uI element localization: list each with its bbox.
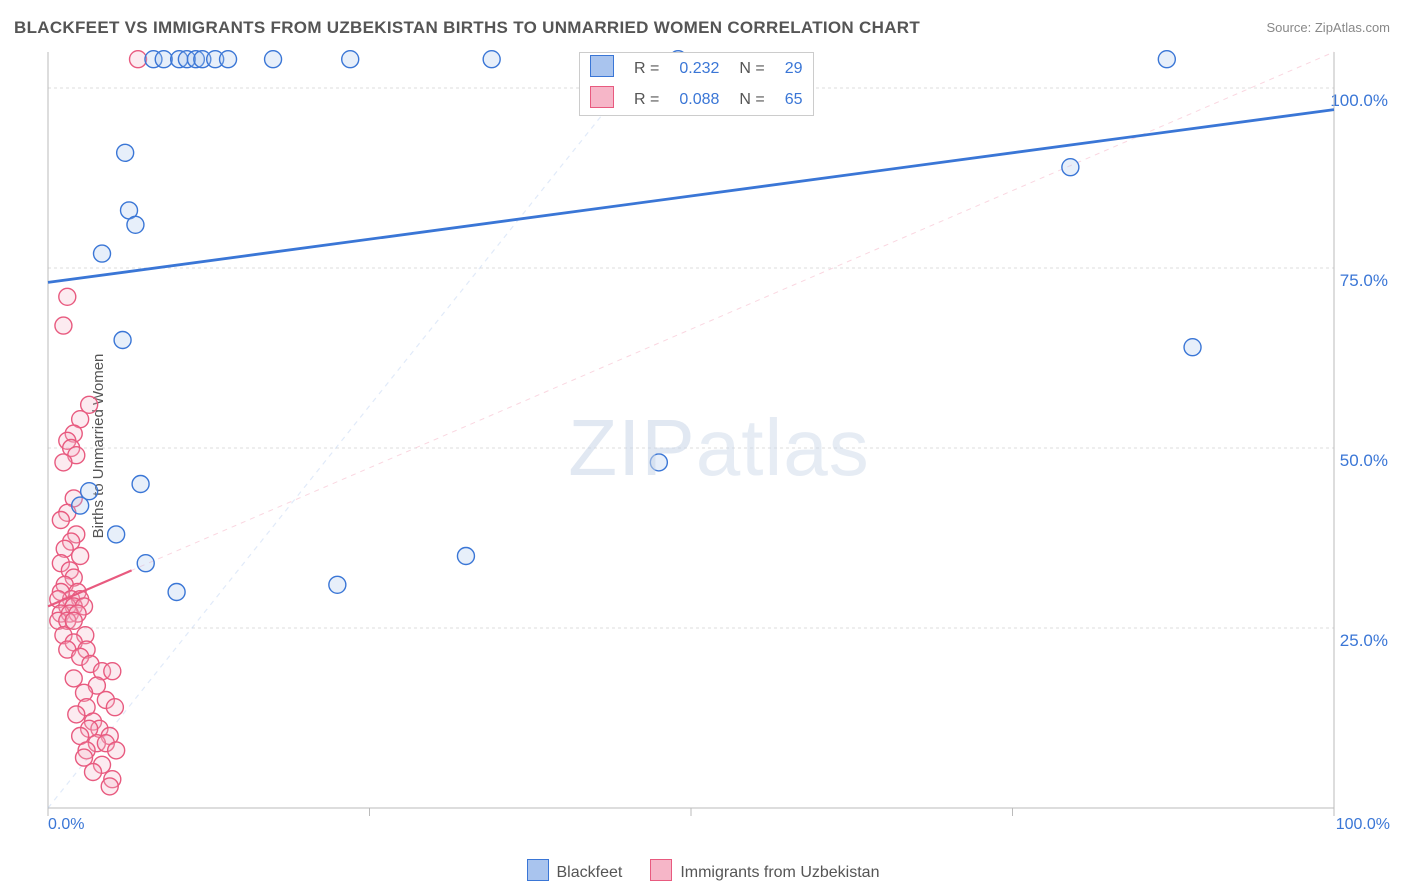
legend-n-label: N =	[729, 84, 774, 116]
legend-r-value: 0.232	[669, 53, 729, 85]
correlation-legend: R =0.232N =29R =0.088N =65	[579, 52, 814, 116]
legend-swatch	[590, 55, 614, 77]
legend-row: R =0.232N =29	[580, 53, 814, 85]
legend-n-label: N =	[729, 53, 774, 85]
source-label: Source: ZipAtlas.com	[1266, 20, 1390, 35]
chart-container: BLACKFEET VS IMMIGRANTS FROM UZBEKISTAN …	[0, 0, 1406, 892]
legend-r-label: R =	[624, 84, 669, 116]
legend-r-value: 0.088	[669, 84, 729, 116]
legend-swatch	[650, 859, 672, 881]
legend-label: Blackfeet	[557, 864, 623, 881]
svg-text:50.0%: 50.0%	[1340, 451, 1388, 470]
chart-svg: 25.0% 50.0% 75.0% 100.0%	[44, 48, 1394, 848]
legend-r-label: R =	[624, 53, 669, 85]
legend-n-value: 29	[775, 53, 813, 85]
plot-area: 25.0%50.0%75.0%100.0% ZIPatlas R =0.232N…	[44, 48, 1394, 848]
x-axis-max-label: 100.0%	[1336, 816, 1390, 834]
legend-swatch	[590, 86, 614, 108]
svg-text:75.0%: 75.0%	[1340, 271, 1388, 290]
legend-label: Immigrants from Uzbekistan	[680, 864, 879, 881]
legend-item: Immigrants from Uzbekistan	[650, 859, 879, 882]
x-axis-min-label: 0.0%	[48, 816, 84, 834]
legend-row: R =0.088N =65	[580, 84, 814, 116]
legend-item: Blackfeet	[527, 859, 623, 882]
svg-text:100.0%: 100.0%	[1330, 91, 1388, 110]
svg-text:25.0%: 25.0%	[1340, 631, 1388, 650]
chart-title: BLACKFEET VS IMMIGRANTS FROM UZBEKISTAN …	[14, 18, 920, 38]
legend-swatch	[527, 859, 549, 881]
series-legend: Blackfeet Immigrants from Uzbekistan	[0, 859, 1406, 882]
legend-n-value: 65	[775, 84, 813, 116]
